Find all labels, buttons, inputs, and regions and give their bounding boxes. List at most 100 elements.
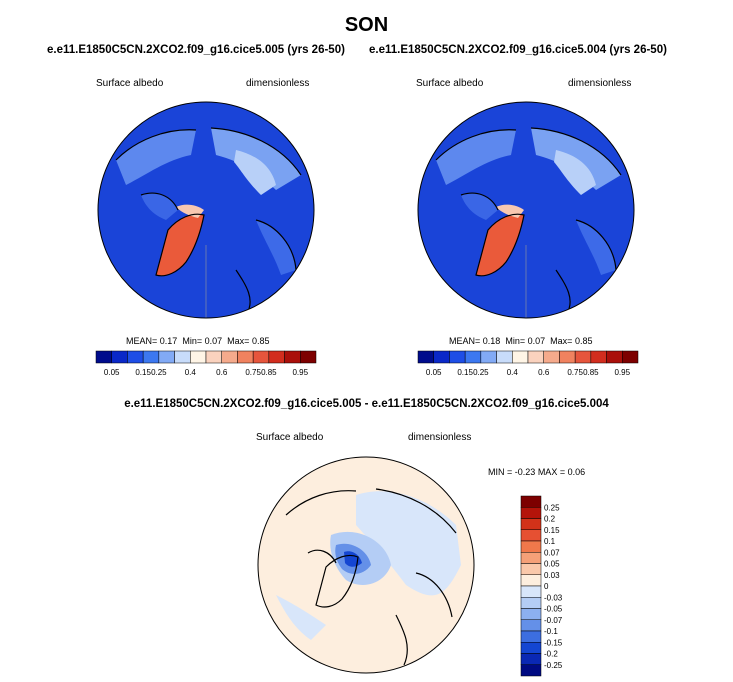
- panel-1-mean-value: 0.17: [159, 336, 178, 346]
- colorbar-tick-label: 0.07: [544, 548, 560, 557]
- colorbar-tick-label: 0.95: [292, 368, 308, 377]
- panel-1-greenland: [156, 214, 204, 276]
- panel-3-map-border: [257, 456, 475, 674]
- panel-2-colorbar: 0.05 0.15 0.25 0.4 0.6 0.75 0.85 0.95: [417, 350, 639, 377]
- panel-1-min-value: 0.07: [204, 336, 223, 346]
- panel-1-stats: MEAN= 0.17 Min= 0.07 Max= 0.85: [126, 336, 269, 346]
- colorbar-tick-label: 0.4: [185, 368, 197, 377]
- colorbar-tick-label: 0.75: [567, 368, 583, 377]
- colorbar-tick-label: 0.95: [614, 368, 630, 377]
- colorbar-swatch: [205, 350, 222, 364]
- colorbar-swatch: [520, 597, 542, 609]
- colorbar-tick-label: -0.25: [544, 661, 563, 670]
- colorbar-tick-label: -0.05: [544, 605, 563, 614]
- panel-2-land-region: [554, 150, 596, 195]
- panel-2-mean-label: MEAN=: [449, 336, 481, 346]
- colorbar-tick-label: 0.25: [544, 503, 560, 512]
- colorbar-swatch: [520, 619, 542, 632]
- colorbar-swatch: [559, 350, 576, 364]
- colorbar-swatch: [300, 350, 317, 364]
- panel-1-units-label: dimensionless: [246, 78, 310, 89]
- colorbar-swatch: [268, 350, 285, 364]
- panel-1-max-label: Max=: [227, 336, 250, 346]
- colorbar-tick-label: -0.1: [544, 627, 558, 636]
- colorbar-swatch: [520, 563, 542, 575]
- colorbar-swatch: [284, 350, 301, 364]
- colorbar-swatch: [520, 608, 542, 620]
- colorbar-swatch: [190, 350, 207, 364]
- colorbar-swatch: [590, 350, 607, 364]
- panel-1-colorbar: 0.05 0.15 0.25 0.4 0.6 0.75 0.85 0.95: [95, 350, 317, 377]
- colorbar-swatch: [543, 350, 560, 364]
- panel-1-land-region: [141, 193, 178, 220]
- colorbar-swatch: [520, 664, 542, 677]
- panel-2-mean-value: 0.18: [482, 336, 501, 346]
- panel-2-stats: MEAN= 0.18 Min= 0.07 Max= 0.85: [449, 336, 592, 346]
- panel-2-land-region: [461, 193, 498, 220]
- panel-2-min-label: Min=: [505, 336, 526, 346]
- colorbar-swatch: [520, 585, 542, 598]
- colorbar-swatch: [520, 507, 542, 519]
- panel-1-min-label: Min=: [182, 336, 203, 346]
- colorbar-swatch: [127, 350, 144, 364]
- colorbar-tick-label: 0.15: [457, 368, 473, 377]
- panel-3-field-label: Surface albedo: [256, 432, 324, 443]
- colorbar-tick-label: 0.05: [544, 560, 560, 569]
- colorbar-swatch: [174, 350, 191, 364]
- colorbar-tick-label: 0.03: [544, 571, 560, 580]
- panel-1-coastline: [115, 127, 302, 316]
- colorbar-swatch: [512, 350, 529, 364]
- season-title: SON: [344, 14, 389, 36]
- colorbar-tick-label: -0.03: [544, 593, 563, 602]
- panel-2-map: [417, 101, 635, 319]
- colorbar-swatch: [520, 495, 542, 508]
- panel-3-max-value: 0.06: [567, 467, 586, 477]
- panel-1-mean-label: MEAN=: [126, 336, 158, 346]
- colorbar-swatch: [520, 518, 542, 530]
- colorbar-swatch: [95, 350, 112, 364]
- panel-2-title: e.e11.E1850C5CN.2XCO2.f09_g16.cice5.004 …: [369, 44, 667, 56]
- panel-2-field-label: Surface albedo: [416, 78, 484, 89]
- colorbar-swatch: [527, 350, 544, 364]
- panel-3-negative-region: [356, 491, 461, 596]
- colorbar-swatch: [520, 642, 542, 654]
- panel-2-land-region: [436, 129, 516, 185]
- colorbar-tick-label: 0.15: [135, 368, 151, 377]
- panel-1-map: [97, 101, 315, 319]
- panel-1-land-region: [116, 129, 196, 185]
- colorbar-swatch: [449, 350, 466, 364]
- panel-3-min-label: MIN =: [488, 467, 513, 477]
- colorbar-swatch: [433, 350, 450, 364]
- panel-3-min-value: -0.23: [514, 467, 536, 477]
- colorbar-tick-label: 0.6: [538, 368, 550, 377]
- colorbar-swatch: [520, 574, 542, 587]
- colorbar-swatch: [496, 350, 513, 364]
- panel-1-title: e.e11.E1850C5CN.2XCO2.f09_g16.cice5.005 …: [47, 44, 345, 56]
- colorbar-swatch: [574, 350, 592, 364]
- panel-2-land-region: [576, 220, 616, 275]
- panel-2-max-label: Max=: [550, 336, 573, 346]
- colorbar-swatch: [520, 540, 542, 553]
- panel-2-min-value: 0.07: [527, 336, 546, 346]
- colorbar-tick-label: 0.25: [151, 368, 167, 377]
- colorbar-tick-label: 0.25: [473, 368, 489, 377]
- colorbar-tick-label: 0: [544, 582, 549, 591]
- colorbar-tick-label: 0.2: [544, 515, 556, 524]
- colorbar-tick-label: 0.1: [544, 537, 556, 546]
- colorbar-tick-label: -0.07: [544, 616, 563, 625]
- colorbar-tick-label: 0.4: [507, 368, 519, 377]
- panel-3-stats: MIN = -0.23 MAX = 0.06: [488, 467, 585, 477]
- panel-3-units-label: dimensionless: [408, 432, 472, 443]
- colorbar-swatch: [520, 630, 542, 643]
- colorbar-swatch: [252, 350, 270, 364]
- panel-1-land-region: [256, 220, 296, 275]
- colorbar-swatch: [417, 350, 434, 364]
- colorbar-swatch: [480, 350, 497, 364]
- panel-3-max-label: MAX =: [537, 467, 566, 477]
- colorbar-swatch: [520, 552, 542, 564]
- colorbar-swatch: [111, 350, 128, 364]
- panel-3-coastline: [285, 488, 457, 666]
- colorbar-swatch: [237, 350, 254, 364]
- panel-2-greenland: [476, 214, 524, 276]
- panel-2-map-border: [417, 101, 635, 319]
